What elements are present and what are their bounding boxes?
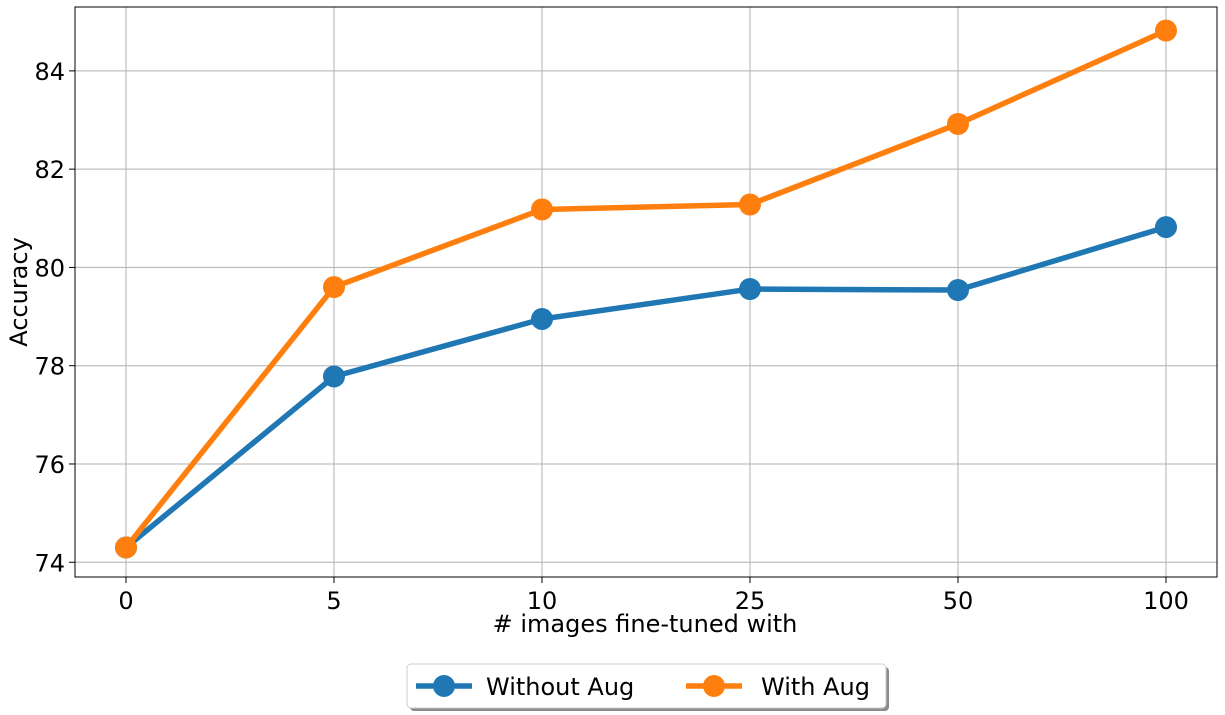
data-point [323, 276, 345, 299]
x-axis-label: # images fine-tuned with [493, 610, 798, 638]
x-tick-label: 0 [118, 587, 133, 615]
series-line [123, 28, 1168, 550]
data-point [1155, 216, 1177, 239]
data-point [115, 536, 137, 559]
y-tick-label: 82 [34, 156, 65, 184]
grid-lines [75, 7, 1217, 577]
data-point [739, 193, 761, 216]
legend-box [406, 663, 887, 709]
y-tick-label: 76 [34, 451, 65, 479]
x-tick-label: 10 [527, 587, 558, 615]
y-tick-label: 78 [34, 353, 65, 381]
legend-label: Without Aug [486, 673, 634, 701]
series-layer [115, 19, 1177, 559]
data-point [323, 365, 345, 388]
x-tick-label: 100 [1143, 587, 1189, 615]
y-axis-label: Accuracy [5, 237, 33, 347]
axis-ticks: 0 5 10 25 50 100 74 76 78 80 82 84 [34, 58, 1188, 615]
legend-entry: With Aug [686, 673, 870, 701]
data-point [1155, 19, 1177, 42]
y-tick-label: 80 [34, 254, 65, 282]
data-point [531, 198, 553, 221]
y-tick-label: 74 [34, 549, 65, 577]
x-tick-label: 50 [943, 587, 974, 615]
legend-marker [703, 675, 725, 697]
data-point [739, 278, 761, 301]
y-tick-label: 84 [34, 58, 65, 86]
legend-label: With Aug [761, 673, 870, 701]
x-tick-label: 5 [326, 587, 341, 615]
x-tick-label: 25 [735, 587, 766, 615]
data-point [531, 308, 553, 331]
data-point [947, 112, 969, 135]
series-line [124, 224, 1167, 550]
legend-marker [433, 675, 455, 697]
plot-frame [74, 6, 1218, 578]
legend: Without Aug With Aug [406, 663, 889, 711]
series-with-aug [115, 19, 1177, 559]
data-point [947, 279, 969, 302]
legend-entry: Without Aug [416, 673, 634, 701]
